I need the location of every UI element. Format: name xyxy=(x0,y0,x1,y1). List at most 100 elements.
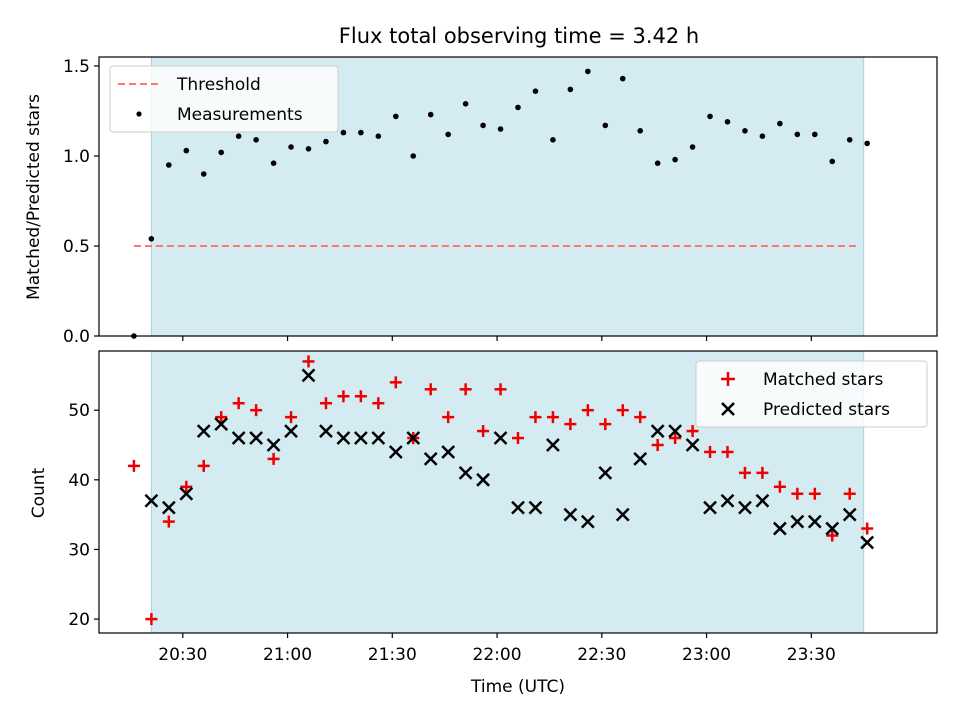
matched-star-point xyxy=(180,480,193,493)
predicted-star-point xyxy=(476,472,490,487)
measurement-point xyxy=(672,156,678,163)
predicted-star-point xyxy=(650,424,665,438)
ratio-panel: 0.0 0.5 1.0 1.5 Matched/Predicted stars Thr… xyxy=(24,56,938,347)
predicted-star-point xyxy=(371,431,386,445)
measurement-point xyxy=(707,113,713,120)
predicted-star-point xyxy=(668,424,683,438)
predicted-star-point xyxy=(825,521,840,536)
legend-predicted-swatch xyxy=(721,402,735,416)
x-tick-label: 23:00 xyxy=(682,645,731,665)
count-y-tick-label: 40 xyxy=(68,471,90,491)
predicted-star-point xyxy=(807,514,822,529)
x-tick-label: 22:00 xyxy=(473,645,522,665)
x-tick-label: 20:30 xyxy=(158,645,207,665)
measurement-point xyxy=(515,104,521,111)
ratio-legend: Threshold Measurements xyxy=(109,65,339,133)
predicted-star-point xyxy=(144,493,159,508)
count-panel: 20 30 40 50 20:30 21:00 21:30 22:00 22:30 23:00 23… xyxy=(29,350,938,697)
legend-matched-label: Matched stars xyxy=(763,370,883,390)
measurement-point xyxy=(550,137,556,143)
ratio-y-tick-label: 0.0 xyxy=(63,327,90,347)
matched-star-point xyxy=(145,613,158,626)
measurement-point xyxy=(585,68,591,75)
measurement-point xyxy=(654,160,661,166)
predicted-star-point xyxy=(528,500,543,515)
matched-star-point xyxy=(546,411,559,424)
ratio-y-tick-label: 0.5 xyxy=(63,237,90,257)
measurement-point xyxy=(532,88,539,94)
predicted-star-point xyxy=(511,500,525,515)
legend-matched-swatch xyxy=(721,372,735,386)
matched-star-point xyxy=(337,390,350,403)
measurement-point xyxy=(148,236,155,242)
measurement-point xyxy=(689,144,696,150)
predicted-star-point xyxy=(301,368,316,383)
ratio-y-tick-label: 1.0 xyxy=(63,147,90,167)
predicted-star-point xyxy=(633,452,648,466)
matched-star-point xyxy=(669,432,682,445)
matched-star-point xyxy=(459,383,472,396)
measurement-point xyxy=(183,147,190,154)
measurement-point xyxy=(811,131,818,138)
matched-star-point xyxy=(267,452,280,465)
predicted-star-point xyxy=(546,438,560,452)
count-y-tick-label: 50 xyxy=(68,401,90,421)
matched-star-point xyxy=(773,480,786,493)
predicted-star-point xyxy=(214,417,229,431)
count-y-axis-label: Count xyxy=(29,467,49,518)
matched-star-point xyxy=(861,522,874,535)
matched-star-point xyxy=(651,439,664,451)
matched-star-point xyxy=(581,404,594,417)
measurement-point xyxy=(829,158,836,165)
legend-measurement-label: Measurements xyxy=(177,105,303,125)
predicted-star-point xyxy=(685,438,700,452)
measurement-point xyxy=(218,149,225,156)
measurement-point xyxy=(602,122,609,129)
matched-star-point xyxy=(442,411,455,424)
predicted-star-point xyxy=(284,424,298,438)
measurement-point xyxy=(864,140,870,147)
measurement-point xyxy=(410,153,417,159)
matched-star-point xyxy=(826,529,839,542)
measurement-point xyxy=(235,133,242,139)
x-axis-label: Time (UTC) xyxy=(470,677,565,697)
figure-title: Flux total observing time = 3.42 h xyxy=(339,24,699,48)
predicted-star-point xyxy=(196,424,211,438)
measurement-point xyxy=(375,133,382,139)
legend-predicted-label: Predicted stars xyxy=(763,400,890,420)
legend-threshold-label: Threshold xyxy=(176,75,261,95)
matched-star-point xyxy=(791,487,804,500)
measurement-point xyxy=(288,144,294,150)
measurement-point xyxy=(462,101,469,107)
predicted-star-point xyxy=(860,535,875,550)
count-panel-frame xyxy=(98,350,938,634)
matched-star-point xyxy=(564,418,577,431)
matched-star-point xyxy=(634,411,647,424)
matched-star-point xyxy=(302,355,315,368)
measurement-point xyxy=(427,111,434,118)
predicted-star-point xyxy=(388,445,403,459)
predicted-star-point xyxy=(441,445,456,459)
measurement-point xyxy=(445,131,451,138)
matched-star-point xyxy=(512,432,524,445)
measurement-point xyxy=(759,133,766,139)
matched-star-point xyxy=(721,445,734,458)
measurement-point xyxy=(340,129,347,136)
measurement-point xyxy=(724,119,731,125)
measurement-point xyxy=(480,122,486,129)
matched-star-point xyxy=(127,459,140,472)
measurement-point xyxy=(777,120,783,127)
matched-star-point xyxy=(354,390,367,403)
matched-star-point xyxy=(424,383,437,396)
measurement-point xyxy=(619,75,626,82)
count-y-tick-label: 20 xyxy=(68,610,90,630)
predicted-star-point xyxy=(720,493,735,508)
matched-star-point xyxy=(599,418,612,431)
ratio-panel-frame xyxy=(98,56,938,337)
matched-star-point xyxy=(197,459,210,472)
x-tick-label: 23:30 xyxy=(787,645,836,665)
predicted-star-point xyxy=(738,500,752,515)
predicted-star-point xyxy=(755,493,770,508)
predicted-star-point xyxy=(231,431,246,445)
